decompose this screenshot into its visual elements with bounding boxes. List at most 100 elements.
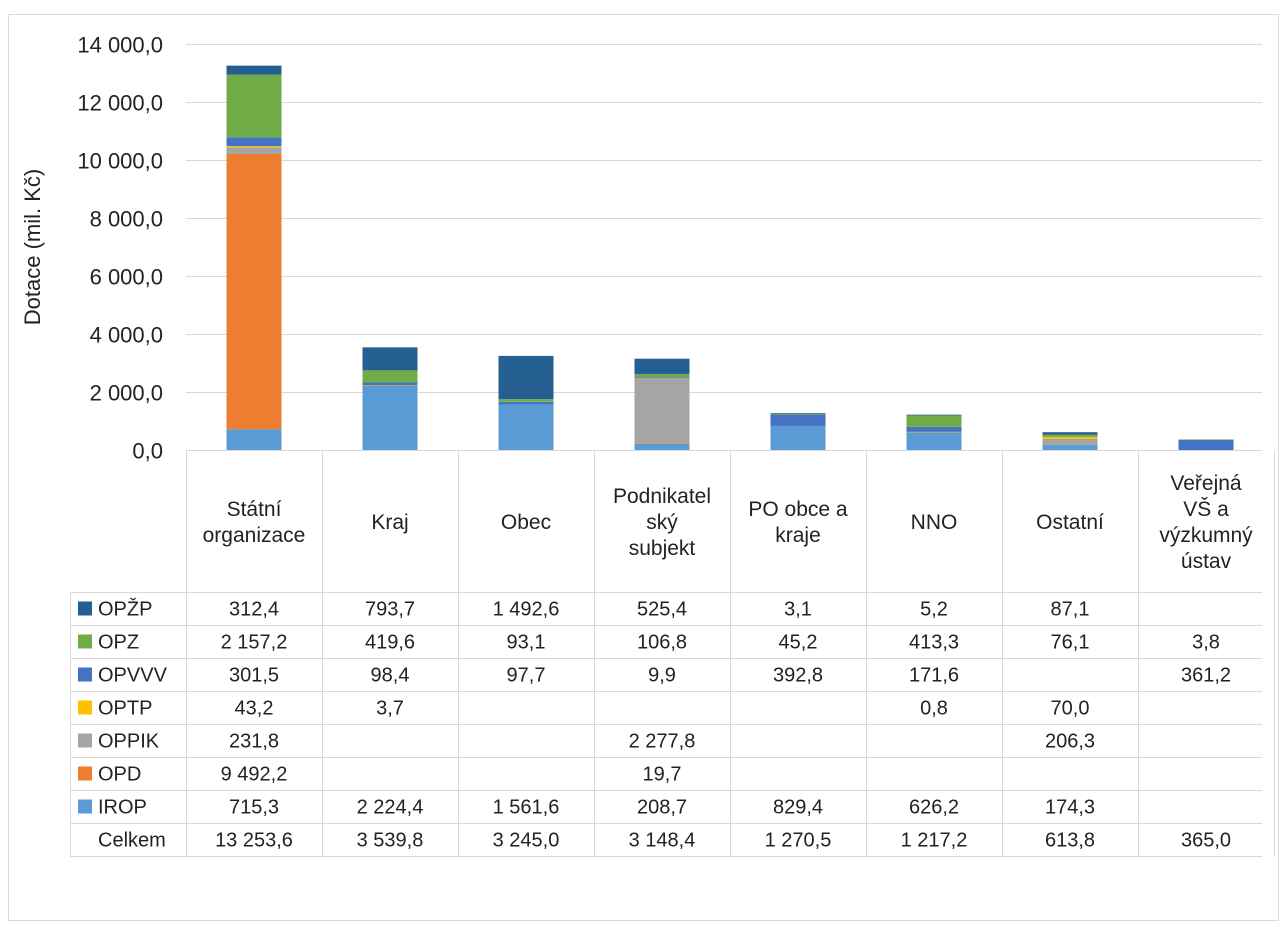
bar-segment-optp (226, 146, 282, 148)
bar-segment-opz (634, 373, 690, 378)
category-label: Obec (501, 511, 551, 534)
y-tick-label: 10 000,0 (77, 149, 163, 174)
y-tick-label: 4 000,0 (90, 323, 163, 348)
legend-label: OPTP (98, 698, 152, 720)
total-cell: 3 539,8 (357, 830, 424, 852)
total-cell: 613,8 (1045, 830, 1095, 852)
category-label: Veřejná (1170, 472, 1242, 495)
total-cell: 1 217,2 (901, 830, 968, 852)
legend-key-opžp (78, 601, 92, 616)
bar-segment-oppik (634, 377, 690, 444)
data-table-cell: 5,2 (920, 599, 948, 621)
bar-segment-opd (226, 153, 282, 430)
legend-key-opvvv (78, 667, 92, 682)
y-tick-label: 6 000,0 (90, 265, 163, 290)
legend-label: OPPIK (98, 731, 160, 753)
data-table-cell: 361,2 (1181, 665, 1231, 687)
data-table-cell: 413,3 (909, 632, 959, 654)
bar-segment-opz (1042, 434, 1098, 437)
category-label: subjekt (629, 537, 696, 560)
data-table-cell: 106,8 (637, 632, 687, 654)
chart-border (8, 14, 1279, 921)
y-tick-label: 2 000,0 (90, 381, 163, 406)
data-table-cell: 45,2 (779, 632, 818, 654)
y-tick-label: 14 000,0 (77, 33, 163, 58)
bar-segment-opz (498, 399, 554, 402)
bar-segment-opvvv (634, 377, 690, 378)
bar-segment-opvvv (498, 401, 554, 405)
bar-segment-optp (1042, 436, 1098, 439)
bar-segment-irop (1042, 444, 1098, 450)
y-tick-label: 8 000,0 (90, 207, 163, 232)
legend-label: IROP (98, 797, 147, 819)
data-table-cell: 829,4 (773, 797, 823, 819)
bar-segment-optp (906, 431, 962, 433)
legend-label: OPD (98, 764, 141, 786)
data-table-cell: 715,3 (229, 797, 279, 819)
bar-segment-opžp (906, 414, 962, 416)
data-table-cell: 9 492,2 (221, 764, 288, 786)
bar-segment-irop (498, 404, 554, 450)
bar-segment-opvvv (906, 426, 962, 432)
data-table-cell: 174,3 (1045, 797, 1095, 819)
category-label: NNO (911, 511, 958, 534)
y-tick-label: 12 000,0 (77, 91, 163, 116)
legend-key-optp (78, 700, 92, 715)
data-table-cell: 76,1 (1051, 632, 1090, 654)
category-label: Státní (227, 498, 282, 521)
data-table-cell: 626,2 (909, 797, 959, 819)
bar-segment-opz (1178, 439, 1234, 441)
bar-segment-opvvv (770, 414, 826, 426)
bar-segment-opvvv (226, 137, 282, 147)
bar-segment-irop (906, 431, 962, 450)
legend-key-irop (78, 799, 92, 814)
bar-segment-irop (362, 385, 418, 450)
y-tick-label: 0,0 (132, 439, 163, 464)
category-label: ský (646, 511, 678, 534)
bar-segment-opz (362, 370, 418, 383)
bar-segment-opžp (770, 413, 826, 414)
category-label: organizace (203, 524, 306, 547)
y-axis-title: Dotace (mil. Kč) (20, 169, 45, 325)
category-label: Ostatní (1036, 511, 1104, 534)
data-table-cell: 2 224,4 (357, 797, 424, 819)
total-cell: 1 270,5 (765, 830, 832, 852)
bar-segment-opžp (226, 65, 282, 75)
legend-label: OPVVV (98, 665, 168, 687)
data-table-cell: 1 492,6 (493, 599, 560, 621)
category-label: PO obce a (748, 498, 848, 521)
bar-segment-oppik (226, 147, 282, 154)
legend-key-oppik (78, 733, 92, 748)
bar-segment-opvvv (1178, 439, 1234, 450)
data-table-cell: 3,7 (376, 698, 404, 720)
total-cell: 13 253,6 (215, 830, 293, 852)
category-label: Podnikatel (613, 485, 711, 508)
data-table-cell: 97,7 (507, 665, 546, 687)
data-table-cell: 3,1 (784, 599, 812, 621)
data-table-cell: 392,8 (773, 665, 823, 687)
data-table-cell: 419,6 (365, 632, 415, 654)
total-cell: 3 245,0 (493, 830, 560, 852)
data-table-cell: 525,4 (637, 599, 687, 621)
data-table-cell: 70,0 (1051, 698, 1090, 720)
data-table-cell: 87,1 (1051, 599, 1090, 621)
total-cell: 365,0 (1181, 830, 1231, 852)
total-cell: 3 148,4 (629, 830, 696, 852)
data-table-cell: 19,7 (643, 764, 682, 786)
data-table-cell: 0,8 (920, 698, 948, 720)
bar-segment-opz (770, 413, 826, 415)
bar-segment-opd (634, 443, 690, 444)
category-label: kraje (775, 524, 821, 547)
data-table-cell: 2 277,8 (629, 731, 696, 753)
bar-segment-opvvv (362, 382, 418, 386)
data-table-cell: 9,9 (648, 665, 676, 687)
data-table-cell: 231,8 (229, 731, 279, 753)
data-table-cell: 3,8 (1192, 632, 1220, 654)
bar-segment-irop (770, 425, 826, 450)
legend-key-opz (78, 634, 92, 649)
data-table-cell: 98,4 (371, 665, 410, 687)
data-table-cell: 208,7 (637, 797, 687, 819)
data-table-cell: 43,2 (235, 698, 274, 720)
